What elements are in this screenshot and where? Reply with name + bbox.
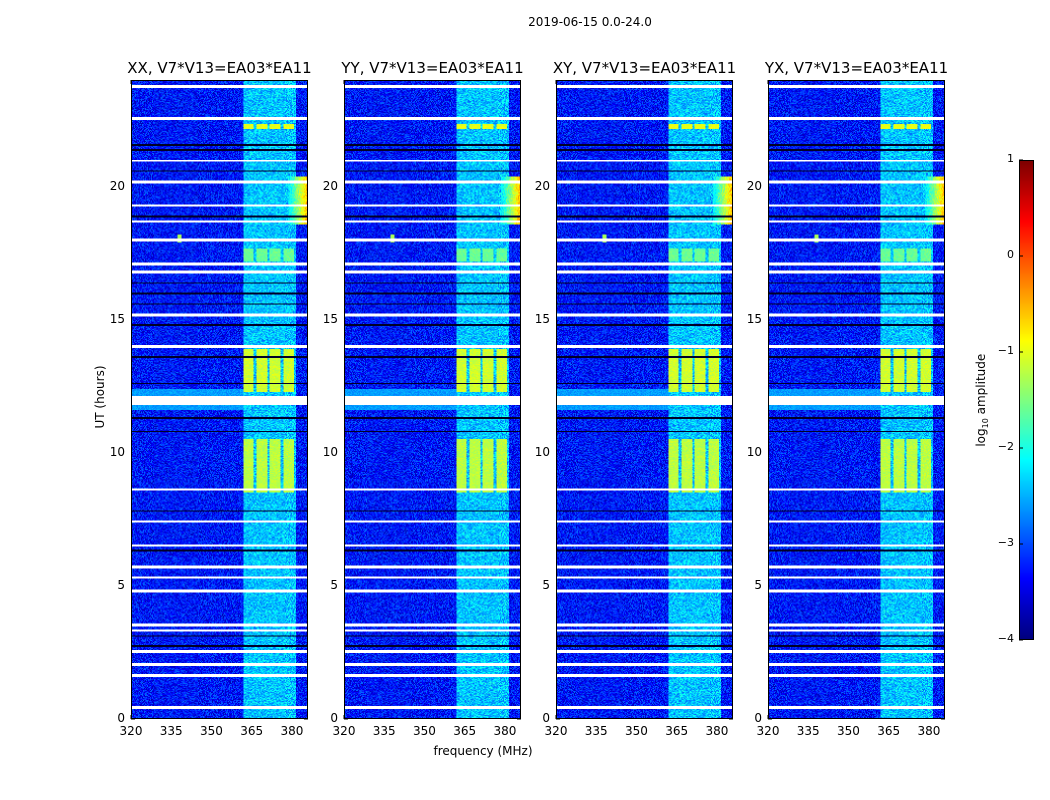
panel-title-1: XX, V7*V13=EA03*EA11 — [127, 59, 312, 77]
y-tick-label: 5 — [754, 577, 762, 592]
y-tick-label: 20 — [534, 178, 550, 193]
x-tick-label: 320 — [756, 724, 780, 738]
y-tick-label: 10 — [746, 444, 762, 459]
colorbar-tick-label: −1 — [997, 344, 1014, 357]
x-tick-label: 350 — [413, 724, 436, 738]
x-tick-label: 350 — [837, 724, 860, 738]
colorbar-tick-label: −2 — [997, 440, 1014, 453]
x-tick-label: 365 — [240, 724, 264, 738]
y-tick-label: 20 — [109, 178, 125, 193]
y-tick-label: 10 — [109, 444, 125, 459]
x-tick-label: 350 — [200, 724, 223, 738]
y-tick-label: 15 — [746, 311, 762, 326]
spectrogram-panel-4 — [768, 80, 945, 719]
x-tick-label: 335 — [584, 724, 608, 738]
figure-title: 2019-06-15 0.0-24.0 — [528, 15, 652, 29]
y-tick-label: 10 — [322, 444, 338, 459]
y-tick-label: 0 — [754, 711, 762, 725]
x-tick-label: 350 — [625, 724, 648, 738]
y-tick-label: 5 — [117, 577, 125, 592]
colorbar-tick-label: −4 — [997, 632, 1014, 645]
spectrogram-panel-1 — [131, 80, 308, 719]
colorbar-tick-label: 1 — [1007, 152, 1014, 165]
x-axis-label: frequency (MHz) — [433, 744, 533, 758]
x-tick-label: 380 — [705, 724, 729, 738]
y-tick-label: 5 — [542, 577, 550, 592]
y-tick-label: 20 — [322, 178, 338, 193]
x-tick-label: 365 — [665, 724, 689, 738]
x-tick-label: 365 — [453, 724, 477, 738]
x-tick-label: 380 — [917, 724, 941, 738]
x-tick-label: 320 — [119, 724, 143, 738]
spectrogram-panel-2 — [344, 80, 521, 719]
x-tick-label: 335 — [159, 724, 183, 738]
y-tick-label: 20 — [746, 178, 762, 193]
colorbar-tick-label: 0 — [1007, 248, 1014, 261]
x-tick-label: 320 — [332, 724, 356, 738]
x-tick-label: 380 — [280, 724, 304, 738]
colorbar-tick-label: −3 — [997, 536, 1014, 549]
x-tick-label: 365 — [877, 724, 901, 738]
panel-title-3: XY, V7*V13=EA03*EA11 — [552, 59, 737, 77]
spectrogram-panel-3 — [556, 80, 733, 719]
x-tick-label: 320 — [544, 724, 568, 738]
y-tick-label: 15 — [322, 311, 338, 326]
y-tick-label: 5 — [330, 577, 338, 592]
y-tick-label: 15 — [109, 311, 125, 326]
y-tick-label: 0 — [542, 711, 550, 725]
y-tick-label: 15 — [534, 311, 550, 326]
panel-title-2: YY, V7*V13=EA03*EA11 — [341, 59, 524, 77]
x-tick-label: 335 — [796, 724, 820, 738]
y-tick-label: 10 — [534, 444, 550, 459]
panel-title-4: YX, V7*V13=EA03*EA11 — [764, 59, 949, 77]
y-tick-label: 0 — [330, 711, 338, 725]
colorbar — [1019, 160, 1034, 640]
x-tick-label: 335 — [372, 724, 396, 738]
x-tick-label: 380 — [493, 724, 517, 738]
y-tick-label: 0 — [117, 711, 125, 725]
